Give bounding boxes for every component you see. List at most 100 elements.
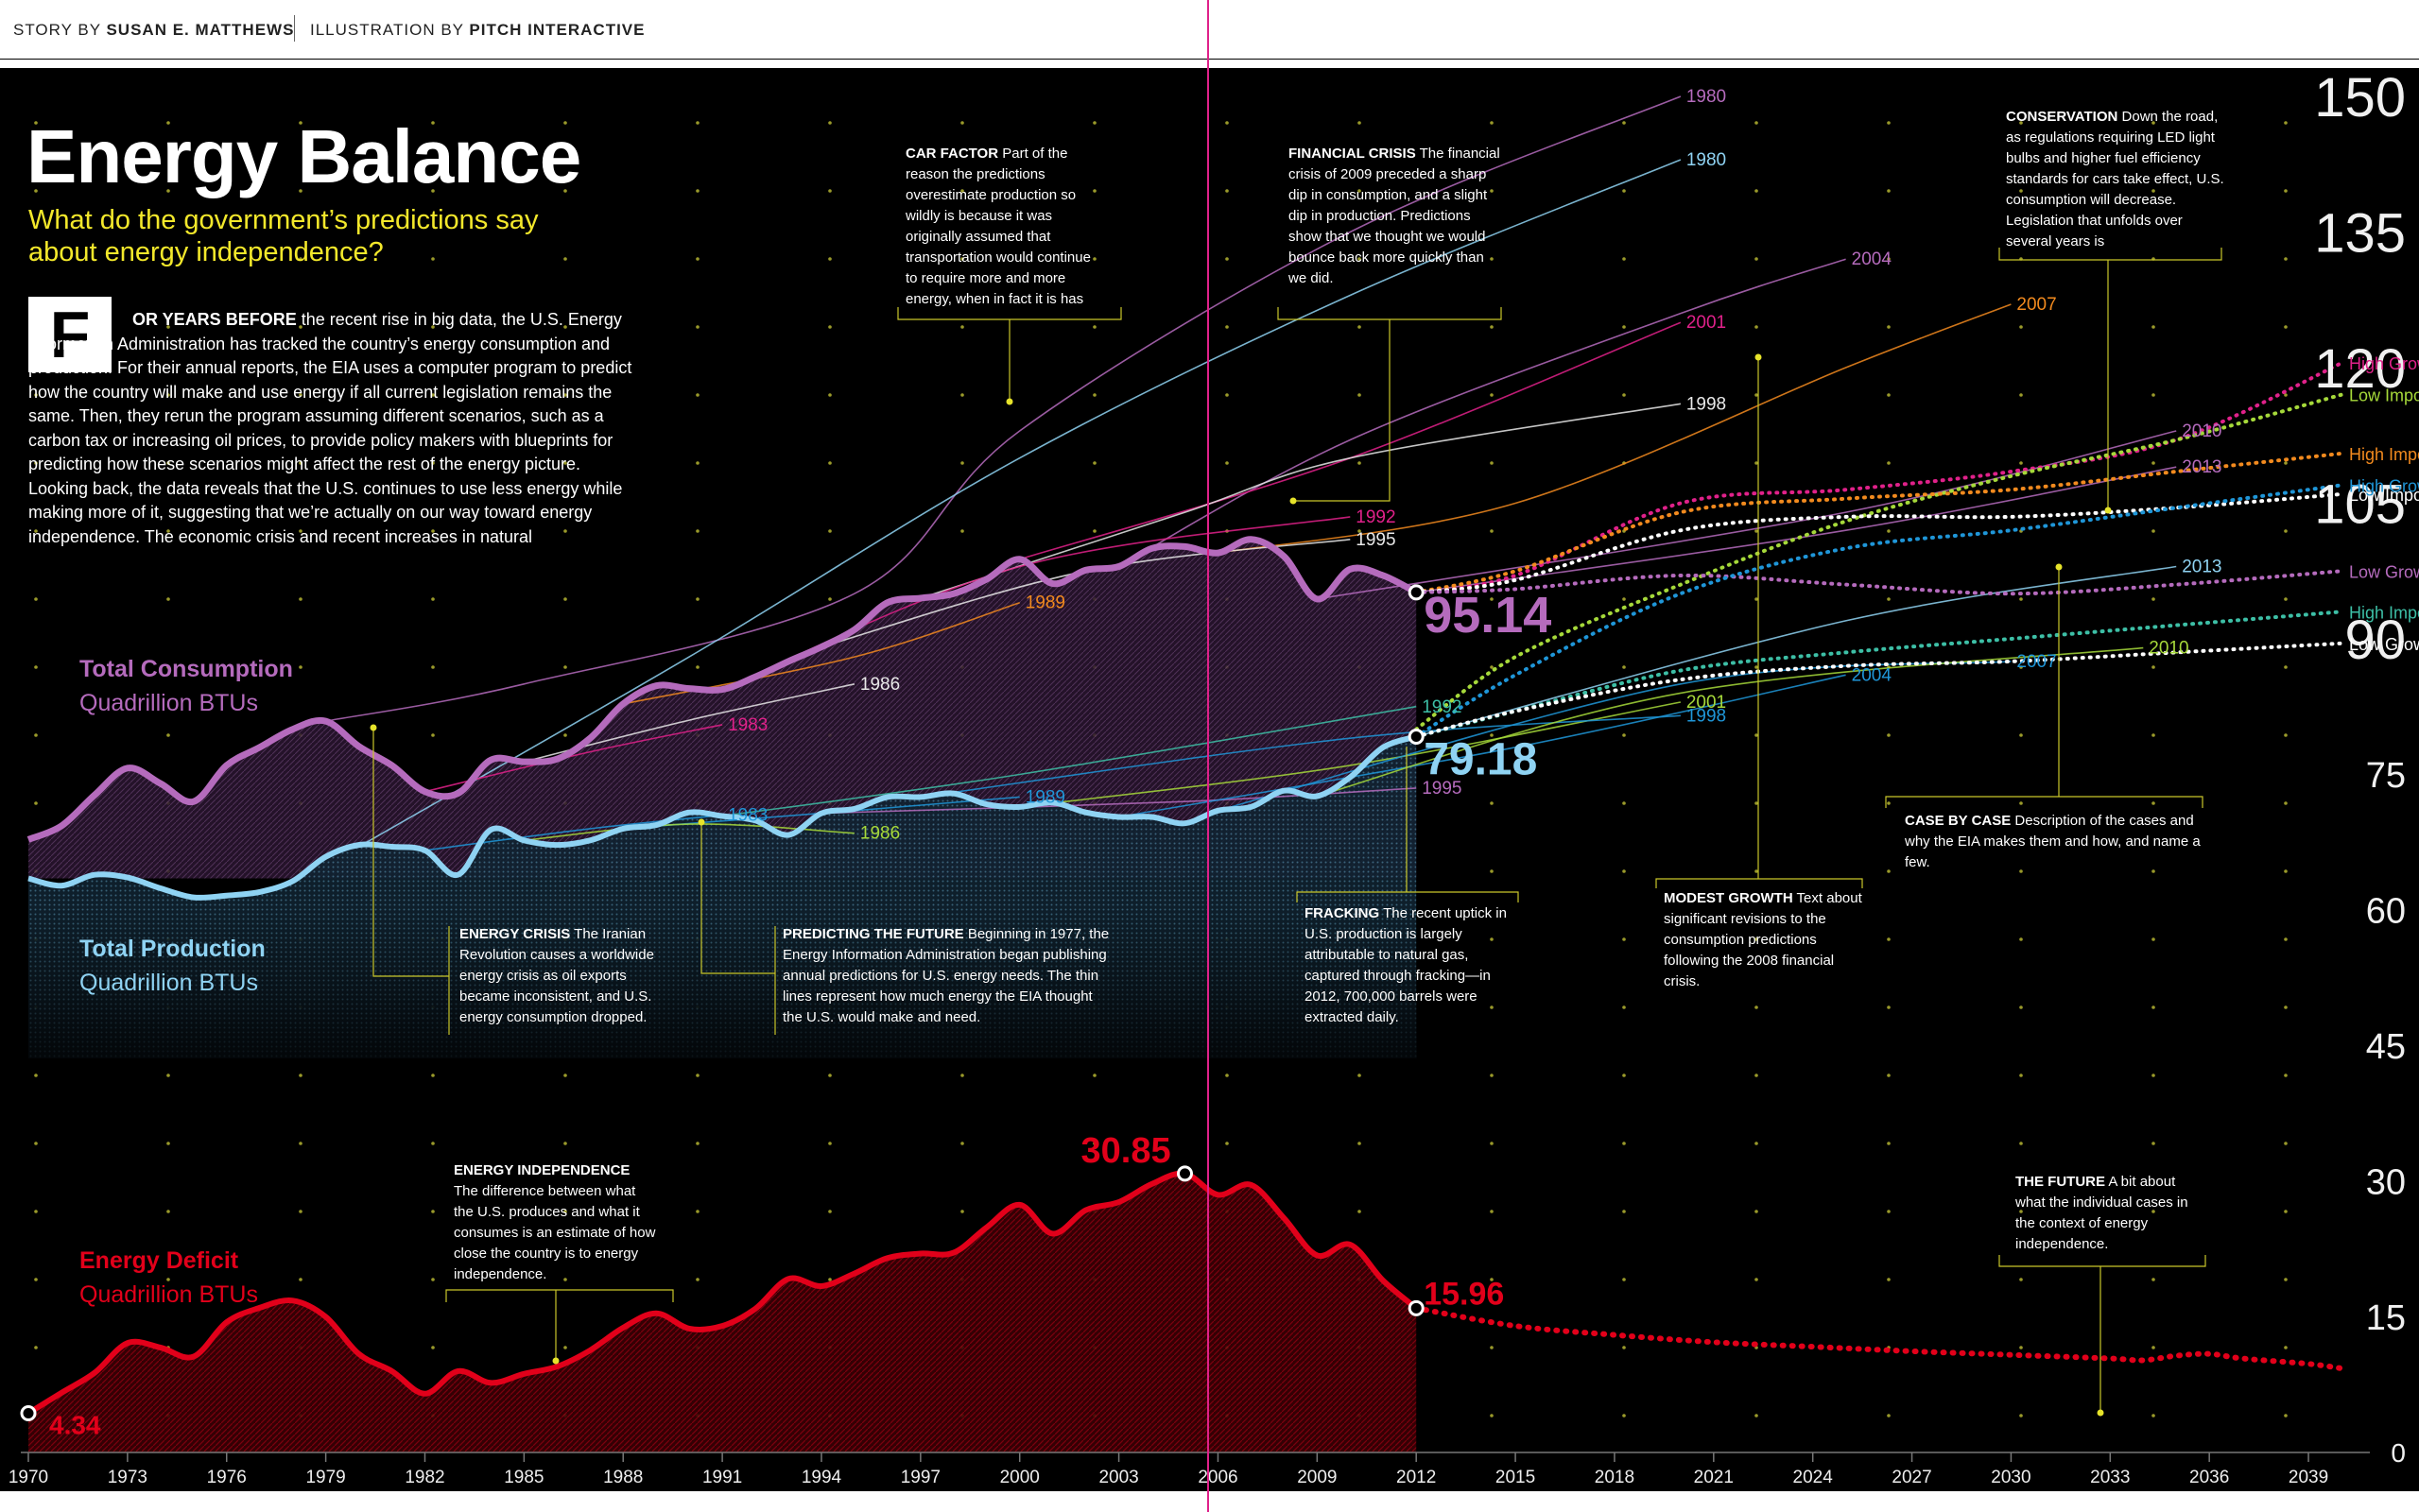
forecast-line-1980 bbox=[358, 159, 1682, 848]
grid-dot bbox=[1622, 1278, 1626, 1281]
grid-dot bbox=[2019, 665, 2023, 669]
grid-dot bbox=[1490, 257, 1494, 261]
grid-dot bbox=[2019, 393, 2023, 397]
grid-dot bbox=[1490, 665, 1494, 669]
grid-dot bbox=[166, 1142, 170, 1145]
grid-dot bbox=[1093, 529, 1097, 533]
grid-dot bbox=[1754, 189, 1758, 193]
grid-dot bbox=[563, 597, 567, 601]
grid-dot bbox=[2284, 665, 2288, 669]
grid-dot bbox=[2151, 461, 2155, 465]
grid-dot bbox=[1887, 529, 1891, 533]
grid-dot bbox=[828, 529, 832, 533]
x-tick-label: 2003 bbox=[1098, 1468, 1138, 1487]
grid-dot bbox=[1754, 529, 1758, 533]
grid-dot bbox=[1754, 121, 1758, 125]
leader-dot bbox=[2055, 563, 2063, 571]
grid-dot bbox=[299, 1074, 302, 1077]
forecast-label-2013: 2013 bbox=[2182, 457, 2221, 477]
grid-dot bbox=[960, 121, 964, 125]
grid-dot bbox=[1490, 529, 1494, 533]
grid-dot bbox=[1093, 461, 1097, 465]
grid-dot bbox=[696, 189, 700, 193]
forecast-label-1989: 1989 bbox=[1026, 787, 1065, 807]
forecast-line-2007 bbox=[1218, 303, 2012, 554]
grid-dot bbox=[34, 189, 38, 193]
grid-dot bbox=[1093, 393, 1097, 397]
grid-dot bbox=[299, 1142, 302, 1145]
grid-dot bbox=[2284, 937, 2288, 941]
grid-dot bbox=[1622, 1074, 1626, 1077]
grid-dot bbox=[2151, 869, 2155, 873]
grid-dot bbox=[1490, 325, 1494, 329]
grid-dot bbox=[299, 1278, 302, 1281]
grid-dot bbox=[1754, 461, 1758, 465]
y-tick-label: 15 bbox=[2366, 1298, 2406, 1338]
x-tick-label: 1994 bbox=[802, 1468, 842, 1487]
grid-dot bbox=[2151, 529, 2155, 533]
grid-dot bbox=[828, 121, 832, 125]
grid-dot bbox=[34, 1142, 38, 1145]
grid-dot bbox=[2284, 1142, 2288, 1145]
grid-dot bbox=[1887, 869, 1891, 873]
value-marker bbox=[20, 1404, 37, 1421]
grid-dot bbox=[1357, 121, 1361, 125]
grid-dot bbox=[1754, 1210, 1758, 1213]
grid-dot bbox=[1225, 1142, 1229, 1145]
scenario-line bbox=[1414, 451, 2343, 594]
grid-dot bbox=[2151, 1005, 2155, 1009]
grid-dot bbox=[2284, 1414, 2288, 1418]
grid-dot bbox=[1622, 189, 1626, 193]
grid-dot bbox=[1490, 461, 1494, 465]
grid-dot bbox=[1887, 1142, 1891, 1145]
callout-energy-crisis: ENERGY CRISIS The Iranian Revolution cau… bbox=[459, 926, 654, 1025]
page-title: Energy Balance bbox=[26, 114, 581, 198]
grid-dot bbox=[1887, 733, 1891, 737]
grid-dot bbox=[2151, 801, 2155, 805]
grid-dot bbox=[1622, 801, 1626, 805]
grid-dot bbox=[1754, 801, 1758, 805]
grid-dot bbox=[1357, 529, 1361, 533]
grid-dot bbox=[2284, 257, 2288, 261]
value-label: 95.14 bbox=[1424, 587, 1551, 644]
grid-dot bbox=[1622, 665, 1626, 669]
grid-dot bbox=[563, 1278, 567, 1281]
grid-dot bbox=[1754, 937, 1758, 941]
leader-future bbox=[1998, 1255, 2206, 1267]
grid-dot bbox=[1622, 393, 1626, 397]
grid-dot bbox=[2284, 189, 2288, 193]
forecast-line-2004 bbox=[1118, 258, 1846, 568]
grid-dot bbox=[1093, 325, 1097, 329]
grid-dot bbox=[2019, 869, 2023, 873]
grid-dot bbox=[1887, 189, 1891, 193]
scenario-label: Low Import bbox=[2349, 486, 2419, 505]
grid-dot bbox=[1093, 121, 1097, 125]
forecast-line-1989 bbox=[623, 601, 1020, 705]
leader-dot bbox=[2104, 507, 2112, 514]
leader-case bbox=[1885, 796, 2203, 808]
grid-dot bbox=[563, 325, 567, 329]
x-tick-label: 1973 bbox=[108, 1468, 147, 1487]
grid-dot bbox=[960, 325, 964, 329]
production-area-fade bbox=[28, 907, 1417, 1068]
value-marker bbox=[1408, 729, 1425, 746]
grid-dot bbox=[431, 1346, 435, 1349]
callout-conservation: CONSERVATION Down the road, as regulatio… bbox=[2006, 109, 2224, 249]
grid-dot bbox=[563, 1142, 567, 1145]
grid-dot bbox=[299, 189, 302, 193]
grid-dot bbox=[696, 325, 700, 329]
grid-dot bbox=[2151, 121, 2155, 125]
grid-dot bbox=[1357, 1210, 1361, 1213]
grid-dot bbox=[1887, 1074, 1891, 1077]
grid-dot bbox=[696, 1142, 700, 1145]
grid-dot bbox=[2019, 121, 2023, 125]
grid-dot bbox=[1754, 325, 1758, 329]
grid-dot bbox=[1887, 1414, 1891, 1418]
deficit-projection-line bbox=[1413, 1305, 2344, 1371]
callout-predicting-future: PREDICTING THE FUTURE Beginning in 1977,… bbox=[783, 926, 1110, 1025]
forecast-line-1986 bbox=[524, 823, 855, 842]
deficit-area bbox=[28, 1173, 1417, 1452]
grid-dot bbox=[299, 1210, 302, 1213]
forecast-label-1986: 1986 bbox=[860, 675, 900, 695]
